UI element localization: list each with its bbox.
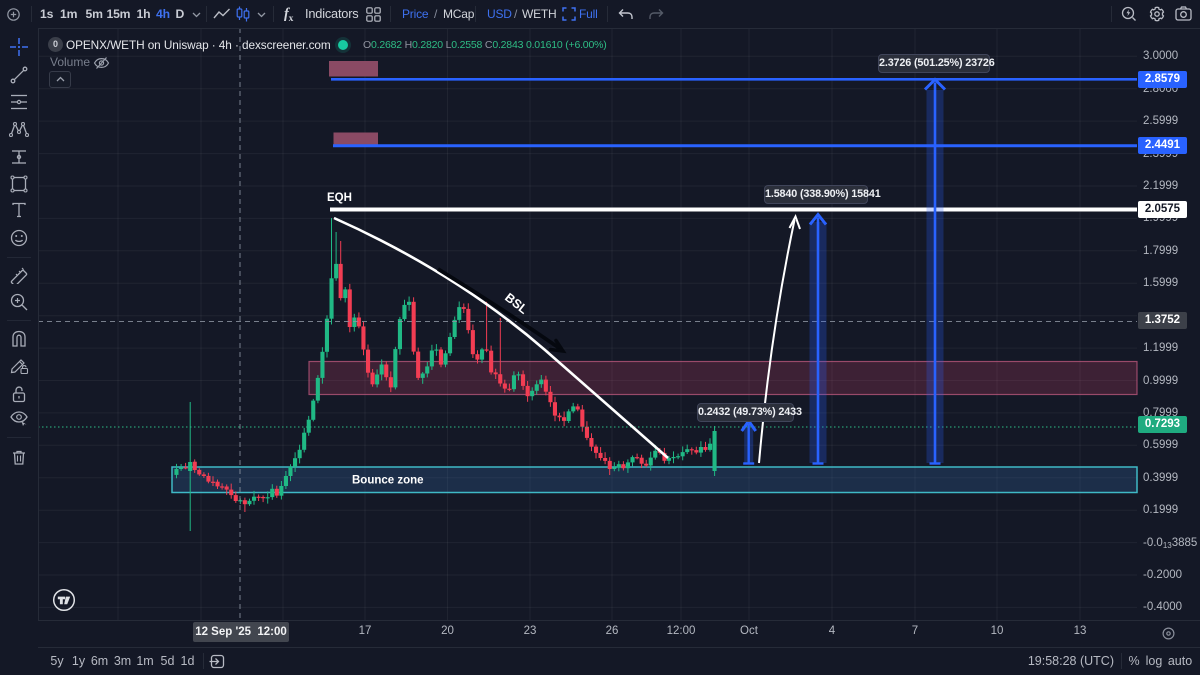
svg-text:Bounce zone: Bounce zone [352, 475, 424, 487]
svg-text:EQH: EQH [327, 192, 352, 204]
